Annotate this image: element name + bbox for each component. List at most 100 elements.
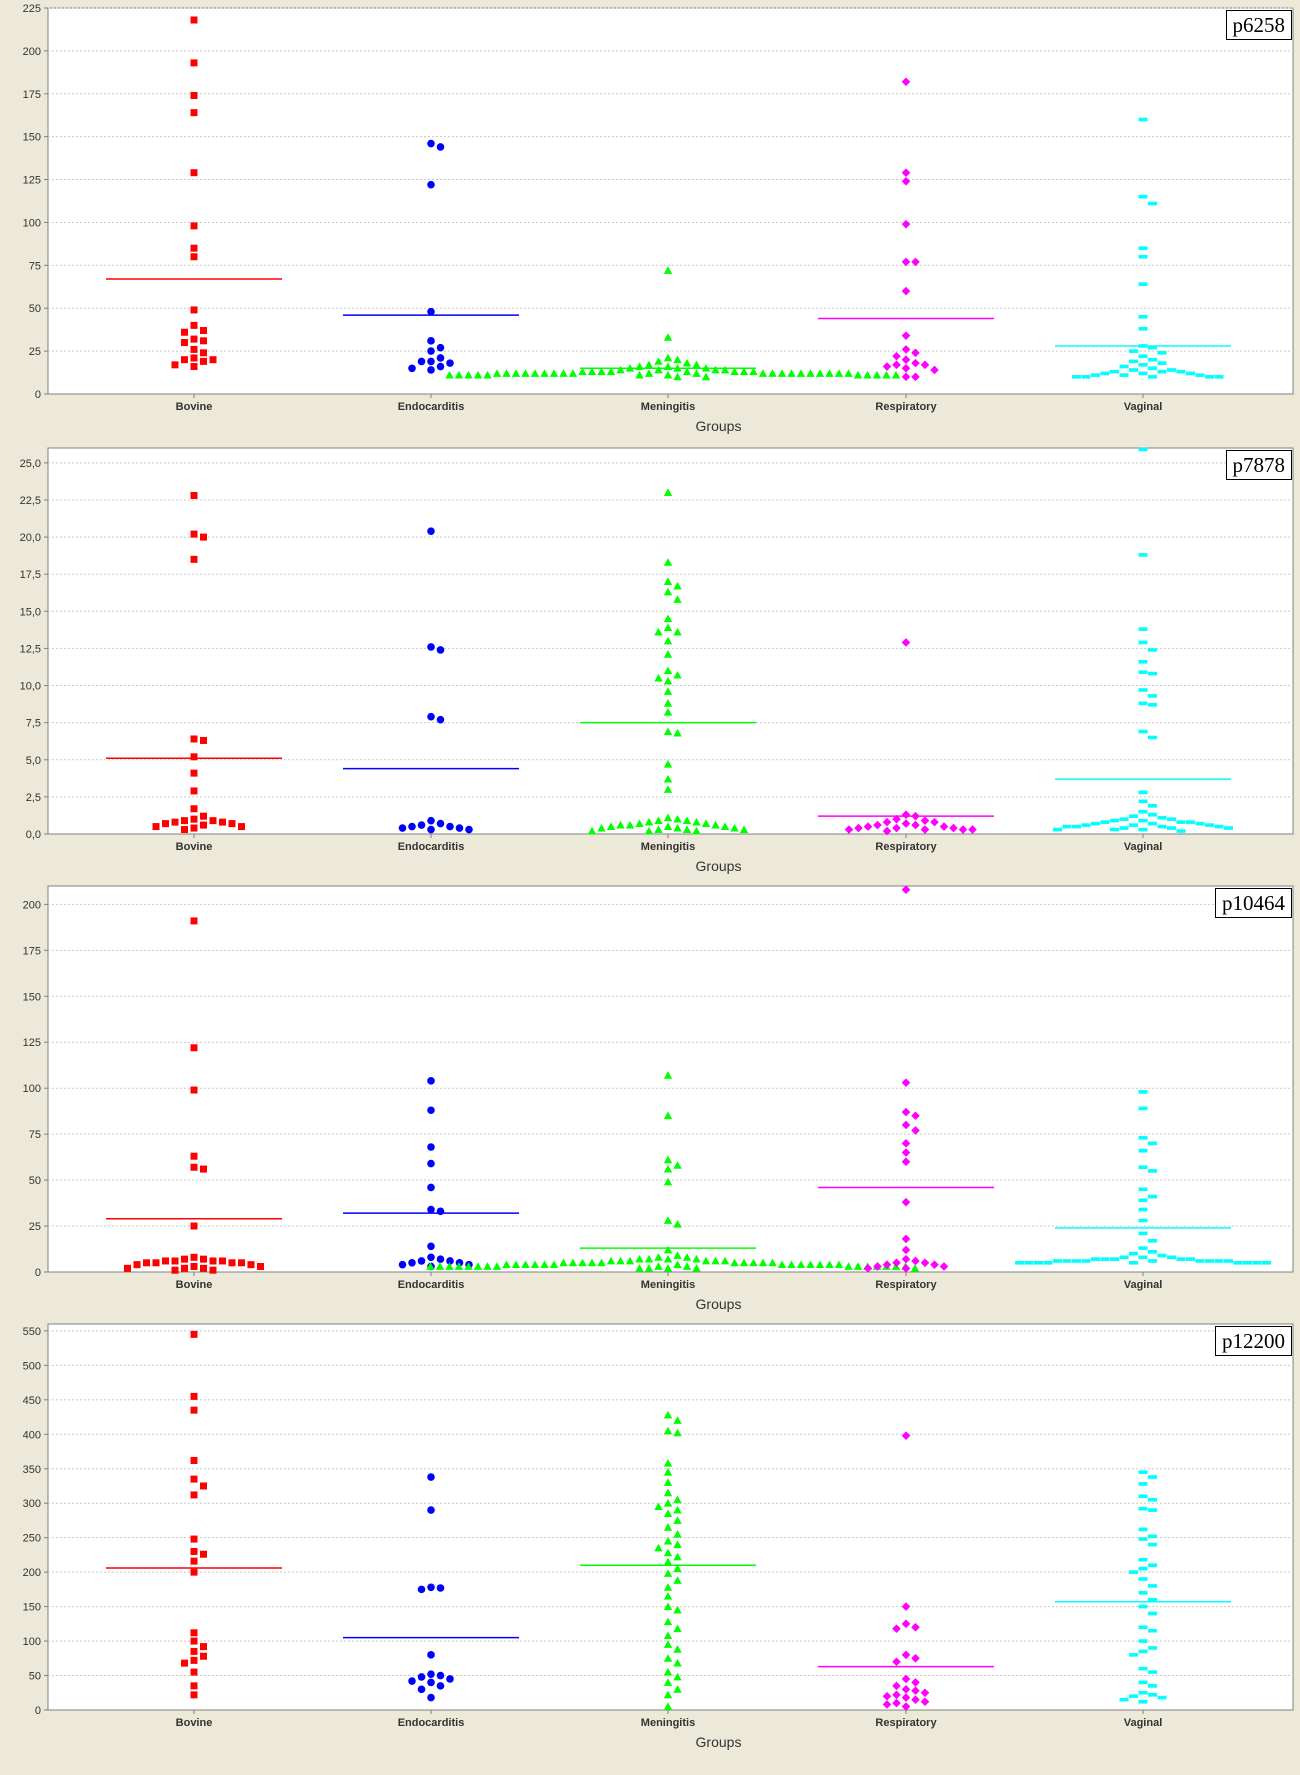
data-point: [446, 359, 454, 367]
data-point: [1138, 1106, 1148, 1111]
data-point: [1138, 447, 1148, 452]
data-point: [417, 357, 426, 366]
data-point: [1072, 824, 1081, 829]
data-point: [446, 822, 454, 831]
data-point: [200, 337, 207, 345]
data-point: [1138, 371, 1148, 376]
data-point: [901, 219, 911, 229]
data-point: [1148, 1584, 1157, 1588]
data-point: [228, 820, 236, 828]
chart-svg: 0,0 2,5 5,0 7,5 10,0 12,5 15,0 17,5 20,0 22,5 25,0…: [20, 447, 1294, 874]
data-point: [663, 1654, 673, 1662]
data-point: [663, 1631, 673, 1639]
data-point: [606, 367, 616, 376]
data-point: [540, 369, 549, 377]
data-point: [901, 1693, 911, 1702]
data-point: [209, 1257, 217, 1265]
data-point: [834, 369, 844, 377]
data-point: [1233, 1261, 1243, 1265]
data-point: [1214, 375, 1224, 379]
data-point: [1148, 694, 1157, 698]
data-point: [1129, 1653, 1138, 1657]
series-vaginal: [1119, 1470, 1167, 1704]
data-point: [162, 1257, 169, 1265]
data-point: [1157, 815, 1167, 820]
data-point: [190, 1547, 198, 1555]
data-point: [190, 91, 198, 99]
data-point: [663, 1557, 673, 1566]
data-point: [1148, 375, 1157, 379]
data-point: [739, 1258, 749, 1267]
data-point: [1214, 824, 1224, 829]
data-point: [1138, 809, 1148, 814]
data-point: [768, 1258, 777, 1267]
data-point: [901, 355, 911, 364]
data-point: [1138, 627, 1148, 631]
data-point: [901, 810, 911, 819]
data-point: [701, 1256, 711, 1265]
data-point: [209, 817, 217, 825]
data-point: [427, 366, 435, 374]
data-point: [644, 817, 654, 826]
data-point: [559, 1258, 568, 1267]
data-point: [901, 1602, 911, 1611]
data-point: [930, 1260, 939, 1269]
y-tick-label: 350: [23, 1464, 41, 1476]
x-tick-label: Respiratory: [875, 1717, 937, 1729]
plot-area: [47, 885, 1294, 1273]
data-point: [682, 825, 692, 833]
data-point: [663, 1488, 673, 1497]
data-point: [426, 1262, 435, 1270]
data-point: [930, 365, 939, 375]
data-point: [1138, 1470, 1148, 1474]
data-point: [673, 1564, 682, 1573]
y-tick-label: 200: [23, 46, 41, 58]
data-point: [673, 355, 682, 364]
data-point: [692, 360, 701, 369]
data-point: [1148, 1508, 1157, 1512]
y-tick-label: 25: [29, 1221, 41, 1233]
data-point: [673, 1516, 682, 1524]
data-point: [1091, 1257, 1100, 1261]
data-point: [1167, 826, 1176, 830]
panel-title: p10464: [1215, 888, 1292, 918]
data-point: [1176, 820, 1186, 824]
data-point: [436, 646, 445, 654]
data-point: [901, 345, 911, 354]
data-point: [436, 343, 445, 352]
data-point: [663, 1548, 673, 1557]
data-point: [190, 253, 198, 261]
data-point: [635, 1254, 644, 1263]
data-point: [663, 708, 673, 716]
data-point: [200, 1255, 207, 1263]
data-point: [181, 328, 188, 336]
data-point: [1138, 1506, 1148, 1511]
chart-panel-p6258: 0 25 50 75 100 125 150 175 200 225 Bovine Endocardi…: [0, 0, 1300, 438]
data-point: [1081, 375, 1091, 379]
x-axis-title: Groups: [696, 1734, 742, 1750]
data-point: [892, 823, 901, 833]
data-point: [502, 1260, 511, 1269]
data-point: [1119, 373, 1129, 377]
chart-svg: 0 25 50 75 100 125 150 175 200 Bovine Endocarditis…: [23, 885, 1294, 1312]
data-point: [190, 1682, 198, 1690]
data-point: [882, 1700, 892, 1709]
data-point: [1138, 827, 1148, 832]
data-point: [1138, 117, 1148, 122]
data-point: [1129, 814, 1138, 818]
data-point: [663, 1478, 673, 1486]
data-point: [911, 820, 920, 830]
data-point: [834, 1260, 844, 1269]
y-tick-label: 400: [23, 1429, 41, 1441]
data-point: [663, 1245, 673, 1254]
data-point: [1119, 364, 1129, 369]
x-tick-label: Respiratory: [875, 401, 937, 413]
y-tick-label: 450: [23, 1395, 41, 1407]
series-respiratory: [882, 77, 939, 382]
data-point: [200, 1165, 207, 1173]
data-point: [663, 1499, 673, 1507]
data-point: [190, 345, 198, 353]
data-point: [190, 335, 198, 343]
data-point: [511, 369, 521, 377]
data-point: [806, 369, 815, 377]
